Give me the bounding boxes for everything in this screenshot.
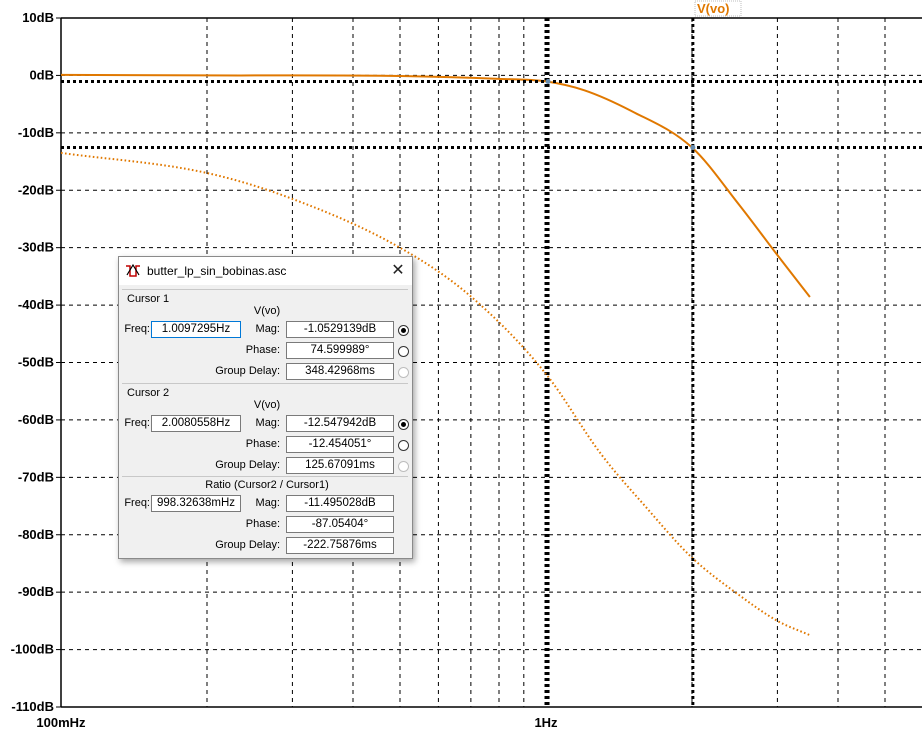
y-tick-label: -10dB [18,125,54,140]
cursor-lines[interactable] [61,18,922,707]
ratio-heading: Ratio (Cursor2 / Cursor1) [205,479,329,491]
y-tick-label: 10dB [22,10,54,25]
grid-horizontal [56,17,922,708]
y-tick-label: -20dB [18,182,54,197]
ratio-gd-label: Group Delay: [215,539,280,551]
dialog-title: butter_lp_sin_bobinas.asc [147,264,287,278]
trace-phase [61,151,811,637]
cursor2-gd-field[interactable]: 125.67091ms [286,457,394,474]
ratio-phase-label: Phase: [245,518,280,530]
y-tick-label: -100dB [11,642,54,657]
ratio-freq-field[interactable]: 998.32638mHz [151,495,241,512]
ratio-freq-label: Freq: [124,497,150,509]
cursor2-phase-label: Phase: [245,438,280,450]
cursor2-gd-label: Group Delay: [215,459,280,471]
ratio-mag-label: Mag: [255,497,280,509]
cursor2-mag-radio[interactable] [398,419,409,430]
cursor1-phase-label: Phase: [245,344,280,356]
cursor-1-marker [545,78,551,84]
cursor1-freq-label: Freq: [124,323,150,335]
cursor1-signal: V(vo) [253,305,281,317]
x-axis-labels: 100mHz 1Hz [36,715,558,730]
cursor2-mag-field[interactable]: -12.547942dB [286,415,394,432]
cursor2-heading: Cursor 2 [127,387,170,399]
trace-label-box [694,0,742,17]
dialog-titlebar[interactable]: butter_lp_sin_bobinas.asc ✕ [119,257,412,285]
close-icon[interactable]: ✕ [391,262,405,279]
cursor2-gd-radio[interactable] [398,461,409,472]
cursor1-phase-radio[interactable] [398,346,409,357]
cursor1-mag-field[interactable]: -1.0529139dB [286,321,394,338]
cursor-1[interactable] [61,18,922,707]
cursor1-heading: Cursor 1 [127,293,170,305]
cursor1-gd-radio[interactable] [398,367,409,378]
ltspice-waveform-icon [126,263,140,277]
x-tick-label: 1Hz [534,715,558,730]
y-tick-label: -30dB [18,240,54,255]
y-tick-label: -80dB [18,527,54,542]
cursor2-group: Cursor 2 V(vo) Freq: 2.0080558Hz Mag: -1… [122,383,409,476]
y-tick-label: 0dB [29,67,54,82]
y-tick-label: -110dB [11,699,54,714]
traces [61,73,811,637]
cursor2-phase-radio[interactable] [398,440,409,451]
trace-label-vvo[interactable]: V(vo) [697,1,730,16]
cursor-dialog[interactable]: butter_lp_sin_bobinas.asc ✕ Cursor 1 V(v… [118,256,413,559]
cursor1-gd-field[interactable]: 348.42968ms [286,363,394,380]
y-axis-labels: 10dB 0dB -10dB -20dB -30dB -40dB -50dB -60dB -70… [11,10,54,714]
cursor1-freq-field[interactable]: 1.0097295Hz [151,321,241,338]
ratio-mag-field[interactable]: -11.495028dB [286,495,394,512]
plot-axes [60,17,922,708]
cursor1-mag-label: Mag: [255,323,280,335]
cursor2-mag-label: Mag: [255,417,280,429]
cursor1-mag-radio[interactable] [398,325,409,336]
cursor2-freq-field[interactable]: 2.0080558Hz [151,415,241,432]
x-tick-label: 100mHz [36,715,86,730]
y-tick-label: -40dB [18,297,54,312]
cursor1-phase-field[interactable]: 74.599989° [286,342,394,359]
cursor2-freq-label: Freq: [124,417,150,429]
ratio-phase-field[interactable]: -87.05404° [286,516,394,533]
cursor-2[interactable] [61,18,922,707]
cursor2-phase-field[interactable]: -12.454051° [286,436,394,453]
y-tick-label: -50dB [18,355,54,370]
cursor2-signal: V(vo) [253,399,281,411]
trace-magnitude [61,73,811,298]
y-tick-label: -90dB [18,584,54,599]
cursor1-group: Cursor 1 V(vo) Freq: 1.0097295Hz Mag: -1… [122,289,409,382]
ratio-group: Ratio (Cursor2 / Cursor1) Freq: 998.3263… [122,476,408,557]
cursor1-gd-label: Group Delay: [215,365,280,377]
y-tick-label: -60dB [18,412,54,427]
y-tick-label: -70dB [18,469,54,484]
cursor-2-marker [690,144,696,150]
ratio-gd-field[interactable]: -222.75876ms [286,537,394,554]
